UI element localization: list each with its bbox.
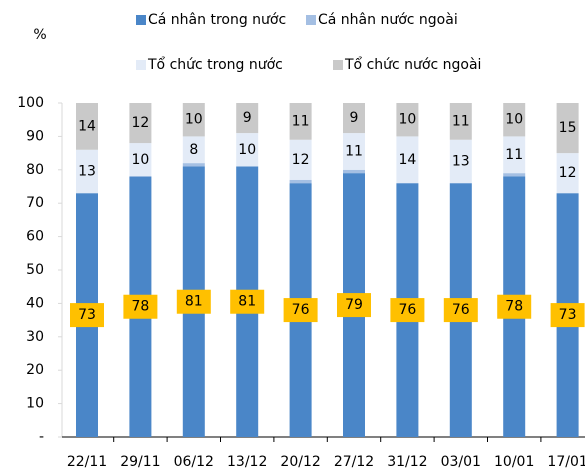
legend-swatch bbox=[333, 60, 343, 70]
data-label: 78 bbox=[505, 299, 523, 315]
y-tick-label: 80 bbox=[26, 162, 44, 178]
data-label: 76 bbox=[292, 302, 310, 318]
bar-segment bbox=[236, 103, 259, 134]
y-tick-label: 90 bbox=[26, 128, 44, 144]
data-label: 14 bbox=[398, 152, 416, 168]
bar-segment bbox=[503, 136, 526, 174]
bar-segment bbox=[76, 149, 98, 194]
bar-segment bbox=[289, 103, 312, 140]
legend-swatch bbox=[136, 15, 146, 25]
data-label: 11 bbox=[505, 147, 523, 163]
bar-segment bbox=[449, 139, 472, 184]
data-label: 73 bbox=[559, 307, 577, 323]
data-label: 10 bbox=[398, 112, 416, 128]
data-label: 11 bbox=[345, 143, 363, 159]
bar-segment bbox=[236, 133, 259, 167]
data-label: 81 bbox=[238, 294, 256, 310]
data-label: 13 bbox=[452, 153, 470, 169]
bar-segment bbox=[129, 103, 152, 144]
x-tick-label: 13/12 bbox=[227, 454, 267, 468]
bar-segment bbox=[182, 136, 205, 164]
bar-segment bbox=[503, 173, 526, 177]
bar-segment bbox=[289, 139, 312, 180]
bar-segment bbox=[289, 179, 312, 184]
data-label: 78 bbox=[131, 299, 149, 315]
data-label: 10 bbox=[131, 152, 149, 168]
bar-segment bbox=[182, 163, 205, 167]
data-label: 81 bbox=[185, 294, 203, 310]
y-tick-label: 70 bbox=[26, 195, 44, 211]
data-label: 14 bbox=[78, 118, 96, 134]
bar-segment bbox=[343, 169, 365, 174]
data-label: 12 bbox=[131, 115, 149, 131]
y-tick-label: 50 bbox=[26, 262, 44, 278]
x-tick-label: 22/11 bbox=[67, 454, 107, 468]
label-box bbox=[443, 298, 478, 323]
y-axis-label: % bbox=[33, 27, 46, 43]
bar-segment bbox=[503, 103, 526, 137]
y-tick-label: 100 bbox=[17, 95, 44, 111]
data-label: 13 bbox=[78, 163, 96, 179]
data-label: 73 bbox=[78, 307, 96, 323]
bar-segment bbox=[343, 133, 365, 170]
data-label: 12 bbox=[292, 152, 310, 168]
x-tick-label: 10/01 bbox=[494, 454, 534, 468]
label-box bbox=[70, 303, 104, 328]
bar-segment bbox=[129, 143, 152, 177]
bar-segment bbox=[182, 103, 205, 137]
data-label: 9 bbox=[350, 110, 359, 126]
bar-segment bbox=[556, 153, 579, 194]
data-label: 9 bbox=[243, 110, 252, 126]
y-tick-label: 10 bbox=[26, 396, 44, 412]
data-label: 12 bbox=[559, 165, 577, 181]
x-tick-label: 29/11 bbox=[120, 454, 160, 468]
label-box bbox=[390, 298, 425, 323]
y-tick-label: 20 bbox=[26, 362, 44, 378]
data-label: 15 bbox=[559, 120, 577, 136]
data-label: 11 bbox=[452, 113, 470, 129]
x-tick-label: 03/01 bbox=[441, 454, 481, 468]
x-tick-label: 17/01 bbox=[547, 454, 585, 468]
legend-label: Cá nhân nước ngoài bbox=[318, 12, 458, 28]
x-tick-label: 31/12 bbox=[387, 454, 427, 468]
y-tick-label: - bbox=[39, 429, 44, 445]
data-label: 10 bbox=[238, 142, 256, 158]
x-tick-label: 27/12 bbox=[334, 454, 374, 468]
label-box bbox=[230, 289, 265, 314]
label-box bbox=[337, 293, 371, 318]
legend-label: Tổ chức trong nước bbox=[147, 56, 283, 73]
legend-label: Cá nhân trong nước bbox=[148, 12, 286, 28]
data-label: 8 bbox=[189, 142, 198, 158]
data-label: 11 bbox=[292, 113, 310, 129]
data-label: 10 bbox=[505, 112, 523, 128]
y-tick-label: 60 bbox=[26, 229, 44, 245]
x-tick-label: 20/12 bbox=[280, 454, 320, 468]
bar-segment bbox=[396, 136, 419, 184]
data-label: 10 bbox=[185, 112, 203, 128]
label-box bbox=[550, 303, 585, 328]
label-box bbox=[283, 298, 318, 323]
label-box bbox=[123, 294, 158, 319]
bar-segment bbox=[556, 103, 579, 154]
bar-segment bbox=[343, 103, 365, 134]
y-tick-label: 30 bbox=[26, 329, 44, 345]
legend-swatch bbox=[136, 60, 146, 70]
bar-segment bbox=[76, 103, 98, 150]
legend-label: Tổ chức nước ngoài bbox=[344, 56, 481, 73]
legend-swatch bbox=[306, 15, 316, 25]
data-label: 76 bbox=[398, 302, 416, 318]
label-box bbox=[176, 289, 211, 314]
bar-segment bbox=[396, 103, 419, 137]
label-box bbox=[497, 294, 532, 319]
data-label: 76 bbox=[452, 302, 470, 318]
y-tick-label: 40 bbox=[26, 295, 44, 311]
bar-segment bbox=[449, 103, 472, 140]
x-tick-label: 06/12 bbox=[174, 454, 214, 468]
data-label: 79 bbox=[345, 297, 363, 313]
